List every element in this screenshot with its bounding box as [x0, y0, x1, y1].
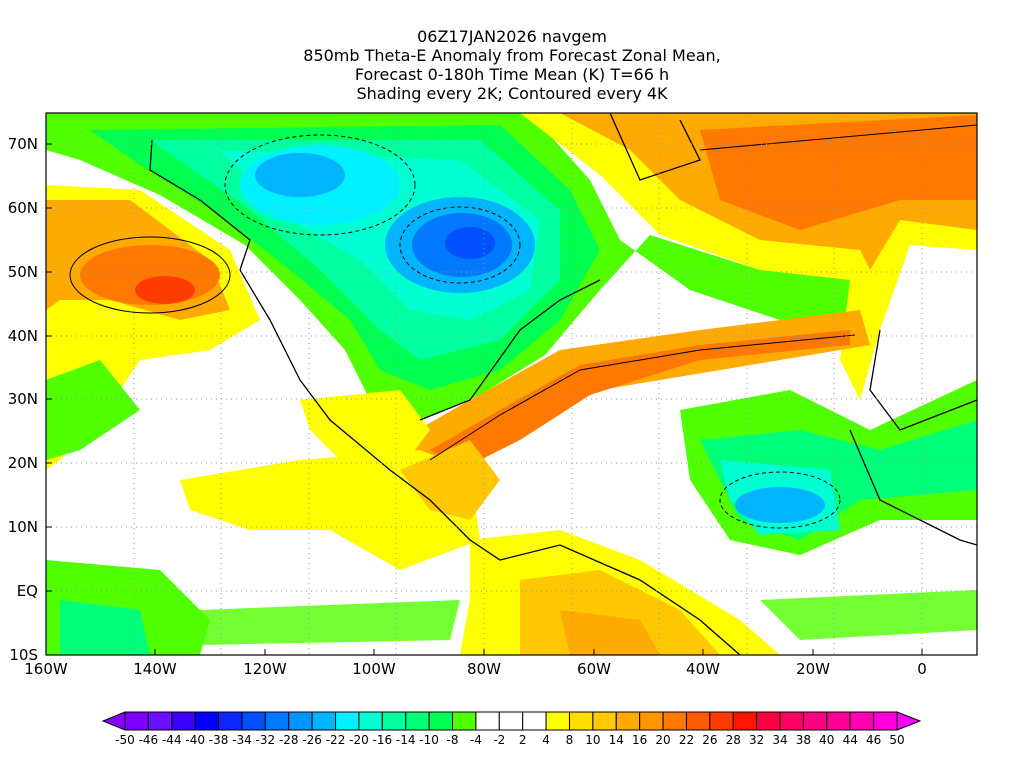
map-frame — [45, 112, 978, 656]
colorbar-swatch — [849, 711, 875, 731]
colorbar-swatch — [288, 711, 313, 731]
colorbar-swatch — [241, 711, 266, 731]
colorbar-swatch — [802, 711, 828, 731]
colorbar-low-arrow — [101, 711, 126, 731]
colorbar-label: 22 — [678, 733, 695, 747]
colorbar-label: 4 — [542, 733, 550, 747]
colorbar-label: 44 — [842, 733, 858, 747]
colorbar-label: -34 — [232, 733, 252, 747]
colorbar-label: -26 — [302, 733, 322, 747]
colorbar-swatch — [498, 711, 524, 731]
gridlines — [46, 113, 977, 655]
y-axis-label: 10S — [9, 646, 38, 664]
y-axis-label: 40N — [7, 327, 38, 345]
colorbar-swatch — [662, 711, 687, 731]
title-run: 06Z17JAN2026 navgem — [417, 27, 607, 46]
colorbar-label: 14 — [608, 733, 624, 747]
colorbar-label: 20 — [655, 733, 671, 747]
colorbar-swatch — [592, 711, 617, 731]
colorbar-label: -22 — [325, 733, 346, 747]
colorbar-swatch — [405, 711, 430, 731]
colorbar-label: -32 — [255, 733, 276, 747]
colorbar-swatch — [873, 711, 898, 731]
colorbar-swatch — [826, 711, 851, 731]
x-axis-label: 80W — [467, 660, 501, 678]
colorbar-swatch — [428, 711, 454, 731]
y-axis-label: 50N — [7, 263, 38, 281]
colorbar-label: 10 — [585, 733, 601, 747]
colorbar-swatch — [147, 711, 173, 731]
colorbar-label: -40 — [185, 733, 205, 747]
colorbar-label: -8 — [446, 733, 459, 747]
colorbar-label: 26 — [702, 733, 718, 747]
x-axis-label: 100W — [352, 660, 396, 678]
colorbar-label: 46 — [865, 733, 882, 747]
colorbar-label: 34 — [772, 733, 788, 747]
colorbar-label: -10 — [419, 733, 439, 747]
colorbar-label: -14 — [395, 733, 416, 747]
colorbar-swatch — [639, 711, 664, 731]
colorbar-swatch — [475, 711, 500, 731]
colorbar-swatch — [709, 711, 734, 731]
colorbar-label: 8 — [565, 733, 574, 747]
colorbar-label: -2 — [493, 733, 506, 747]
colorbar-swatch — [756, 711, 781, 731]
y-axis-label: EQ — [16, 582, 38, 600]
y-axis-label: 30N — [7, 390, 38, 408]
colorbar-swatch — [685, 711, 711, 731]
colorbar-swatch — [264, 711, 290, 731]
colorbar-label: -4 — [469, 733, 482, 747]
colorbar-swatch — [522, 711, 547, 731]
colorbar-label: 38 — [795, 733, 812, 747]
colorbar-label: 28 — [725, 733, 741, 747]
colorbar-swatch — [381, 711, 407, 731]
x-axis-label: 60W — [577, 660, 611, 678]
colorbar-label: 16 — [632, 733, 648, 747]
colorbar-label: 50 — [889, 733, 905, 747]
colorbar-swatch — [452, 711, 477, 731]
colorbar-label: -16 — [372, 733, 393, 747]
colorbar-label: 32 — [748, 733, 765, 747]
coastlines — [149, 113, 977, 655]
colorbar-swatch — [194, 711, 220, 731]
colorbar-label: -28 — [278, 733, 299, 747]
x-axis-label: 160W — [24, 660, 68, 678]
colorbar-label: 2 — [518, 733, 527, 747]
colorbar-swatch — [335, 711, 360, 731]
colorbar-label: 40 — [819, 733, 835, 747]
colorbar-label: -38 — [208, 733, 229, 747]
colorbar-swatch — [568, 711, 594, 731]
x-axis-label: 0 — [917, 660, 927, 678]
title-field: 850mb Theta-E Anomaly from Forecast Zona… — [303, 46, 721, 65]
colorbar-label: -46 — [138, 733, 159, 747]
y-axis-label: 20N — [7, 454, 38, 472]
colorbar-swatch — [545, 711, 570, 731]
x-axis-label: 40W — [686, 660, 720, 678]
x-axis-label: 140W — [133, 660, 177, 678]
colorbar-swatch — [732, 711, 758, 731]
colorbar-swatch — [124, 711, 149, 731]
y-axis-label: 60N — [7, 199, 38, 217]
colorbar-swatch — [218, 711, 243, 731]
colorbar-swatch — [171, 711, 196, 731]
colorbar-swatch — [358, 711, 383, 731]
title-shading: Shading every 2K; Contoured every 4K — [356, 84, 668, 103]
title-forecast: Forecast 0-180h Time Mean (K) T=66 h — [354, 65, 670, 84]
colorbar-swatch — [779, 711, 804, 731]
shading-field — [46, 113, 977, 655]
x-axis-label: 120W — [243, 660, 287, 678]
colorbar-swatch — [615, 711, 641, 731]
colorbar — [101, 711, 922, 731]
y-axis-label: 70N — [7, 135, 38, 153]
y-axis-label: 10N — [7, 518, 38, 536]
colorbar-swatch — [311, 711, 337, 731]
colorbar-label: -20 — [349, 733, 369, 747]
x-axis-label: 20W — [796, 660, 830, 678]
colorbar-high-arrow — [896, 711, 922, 731]
colorbar-label: -44 — [161, 733, 182, 747]
colorbar-label: -50 — [115, 733, 135, 747]
